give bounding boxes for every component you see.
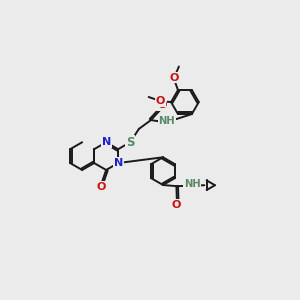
Text: O: O [172,200,181,210]
Text: O: O [97,182,106,192]
Text: N: N [101,137,111,147]
Text: NH: NH [184,179,201,189]
Text: O: O [155,96,165,106]
Text: O: O [169,73,179,82]
Text: S: S [126,136,134,149]
Text: N: N [113,158,123,168]
Text: NH: NH [158,116,175,126]
Text: O: O [157,100,167,110]
